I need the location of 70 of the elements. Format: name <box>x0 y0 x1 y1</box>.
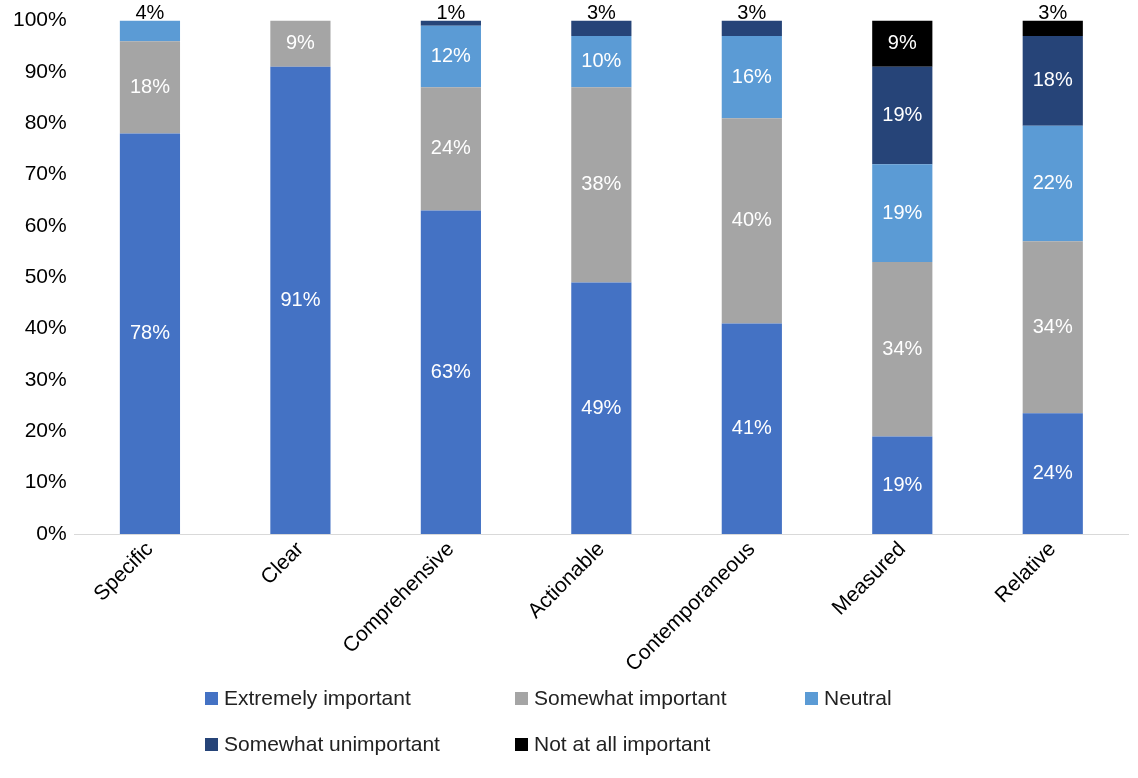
data-label: 1% <box>436 1 466 24</box>
y-tick-label: 100% <box>12 7 67 31</box>
bar <box>270 66 331 535</box>
y-tick-label: 80% <box>24 110 67 134</box>
y-tick-label: 20% <box>24 418 67 442</box>
bar <box>872 66 933 165</box>
bar <box>1022 20 1083 36</box>
data-label: 10% <box>581 49 622 72</box>
data-label: 3% <box>1038 1 1068 24</box>
bar <box>119 20 181 42</box>
data-label: 3% <box>586 1 617 24</box>
y-tick-label: 0% <box>36 520 67 544</box>
bar <box>872 436 933 535</box>
bar <box>571 282 632 535</box>
data-label: 4% <box>135 1 165 24</box>
bar <box>721 36 782 119</box>
y-tick-label: 40% <box>24 315 67 339</box>
bar <box>1022 125 1083 242</box>
bar <box>420 87 481 211</box>
bar <box>721 20 782 36</box>
data-label: 9% <box>285 31 316 54</box>
bar <box>119 133 181 535</box>
bar <box>872 261 933 437</box>
legend-label: Neutral <box>824 686 892 710</box>
data-label: 63% <box>430 359 472 382</box>
data-label: 12% <box>430 44 472 67</box>
bar <box>420 210 481 535</box>
data-label: 41% <box>731 416 773 439</box>
data-label: 49% <box>581 395 622 418</box>
data-label: 22% <box>1032 171 1073 194</box>
data-label: 19% <box>882 472 923 495</box>
legend-label: Not at all important <box>534 732 711 756</box>
legend-label: Somewhat unimportant <box>224 732 440 756</box>
bar <box>721 118 782 324</box>
bar <box>872 20 933 67</box>
data-label: 3% <box>737 1 767 24</box>
data-label: 18% <box>129 74 171 97</box>
data-label: 19% <box>882 200 923 223</box>
data-label: 34% <box>882 336 923 359</box>
y-tick-label: 70% <box>24 161 67 185</box>
bar <box>1022 413 1083 535</box>
data-label: 19% <box>882 103 923 126</box>
data-label: 16% <box>731 64 773 87</box>
bar <box>571 20 632 36</box>
bar <box>721 323 782 535</box>
bar <box>420 20 481 26</box>
data-label: 91% <box>280 287 321 310</box>
y-tick-label: 60% <box>24 212 67 236</box>
legend-label: Extremely important <box>224 686 411 710</box>
bar <box>119 41 181 134</box>
data-label: 24% <box>1032 461 1073 484</box>
y-tick-label: 10% <box>24 469 67 493</box>
bar <box>571 87 632 283</box>
bar <box>1022 241 1083 414</box>
legend-label: Somewhat important <box>534 686 727 710</box>
data-label: 40% <box>731 208 773 231</box>
bar <box>1022 36 1083 126</box>
bar <box>571 36 632 88</box>
data-label: 24% <box>430 136 472 159</box>
bar <box>270 20 331 67</box>
bar <box>872 164 933 262</box>
y-tick-label: 90% <box>24 58 67 82</box>
y-tick-label: 50% <box>24 264 67 288</box>
bar <box>420 25 481 88</box>
data-label: 9% <box>887 31 917 54</box>
y-tick-label: 30% <box>24 366 67 390</box>
data-label: 34% <box>1032 314 1073 337</box>
data-label: 78% <box>129 321 171 344</box>
data-label: 18% <box>1032 68 1073 91</box>
data-label: 38% <box>581 172 622 195</box>
